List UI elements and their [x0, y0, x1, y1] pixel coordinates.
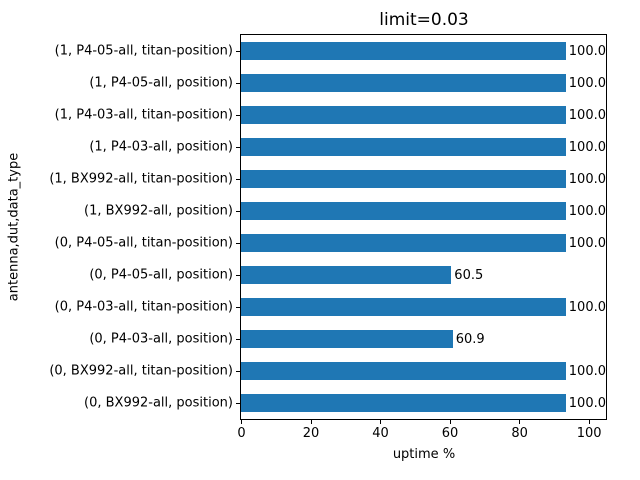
bar-row: 60.5	[241, 259, 606, 291]
bar	[241, 234, 566, 252]
y-tick-label: (1, P4-05-all, titan-position)	[54, 43, 233, 59]
y-tick-mark	[236, 403, 240, 404]
y-tick-mark	[236, 115, 240, 116]
y-tick-label: (0, P4-05-all, position)	[89, 267, 233, 283]
bar-row: 100.0	[241, 227, 606, 259]
y-tick-label: (0, BX992-all, position)	[84, 395, 233, 411]
bar	[241, 74, 566, 92]
y-tick-mark	[236, 147, 240, 148]
y-tick-mark	[236, 83, 240, 84]
x-tick-label: 80	[511, 426, 528, 441]
bar-row: 100.0	[241, 67, 606, 99]
x-tick-mark	[588, 420, 590, 424]
y-tick-label: (0, P4-03-all, position)	[89, 331, 233, 347]
y-tick-mark	[236, 243, 240, 244]
x-tick-label: 60	[441, 426, 459, 441]
bar	[241, 42, 566, 60]
bars-container: 100.0 100.0 100.0 100.0 100.0 100.0 100.0 60.5 1…	[241, 35, 606, 419]
bar-row: 100.0	[241, 291, 606, 323]
bar-row: 100.0	[241, 195, 606, 227]
x-tick-label: 20	[302, 426, 320, 441]
y-tick-mark	[236, 179, 240, 180]
bar	[241, 202, 566, 220]
bar	[241, 170, 566, 188]
y-axis-ticks: (1, P4-05-all, titan-position) (1, P4-05-…	[0, 35, 240, 419]
x-tick-mark	[449, 420, 451, 424]
bar	[241, 298, 566, 316]
bar-value-label: 100.0	[568, 363, 606, 379]
bar	[241, 362, 566, 380]
bar	[241, 266, 452, 284]
bar-value-label: 100.0	[568, 395, 606, 411]
bar-value-label: 60.5	[454, 267, 484, 283]
bar-row: 60.9	[241, 323, 606, 355]
x-axis-ticks: 0 20 40 60 80 100	[237, 420, 607, 460]
x-axis-label: uptime %	[392, 447, 456, 462]
y-tick-label: (1, P4-03-all, position)	[89, 139, 233, 155]
bar-row: 100.0	[241, 131, 606, 163]
bar-value-label: 60.9	[455, 331, 485, 347]
y-tick-mark	[236, 307, 240, 308]
bar-row: 100.0	[241, 355, 606, 387]
y-tick-mark	[236, 211, 240, 212]
bar-row: 100.0	[241, 99, 606, 131]
bar-value-label: 100.0	[568, 171, 606, 187]
x-tick-mark	[310, 420, 312, 424]
y-tick-mark	[236, 51, 240, 52]
bar	[241, 138, 566, 156]
bar	[241, 106, 566, 124]
y-tick-label: (0, P4-03-all, titan-position)	[54, 299, 233, 315]
bar-value-label: 100.0	[568, 107, 606, 123]
bar-row: 100.0	[241, 163, 606, 195]
y-tick-mark	[236, 275, 240, 276]
x-tick-mark	[380, 420, 382, 424]
x-tick-label: 0	[237, 426, 246, 441]
bar	[241, 330, 453, 348]
y-tick-label: (0, P4-05-all, titan-position)	[54, 235, 233, 251]
y-tick-label: (1, P4-03-all, titan-position)	[54, 107, 233, 123]
x-tick-label: 100	[576, 426, 602, 441]
y-tick-mark	[236, 371, 240, 372]
bar-value-label: 100.0	[568, 139, 606, 155]
y-tick-mark	[236, 339, 240, 340]
bar-row: 100.0	[241, 35, 606, 67]
y-tick-label: (1, P4-05-all, position)	[89, 75, 233, 91]
y-tick-label: (1, BX992-all, position)	[84, 203, 233, 219]
bar-value-label: 100.0	[568, 43, 606, 59]
chart-title: limit=0.03	[379, 10, 469, 30]
bar-value-label: 100.0	[568, 203, 606, 219]
y-tick-label: (0, BX992-all, titan-position)	[49, 363, 233, 379]
bar	[241, 394, 566, 412]
x-tick-mark	[241, 420, 242, 424]
y-tick-label: (1, BX992-all, titan-position)	[49, 171, 233, 187]
bar-value-label: 100.0	[568, 299, 606, 315]
bar-row: 100.0	[241, 387, 606, 419]
bar-value-label: 100.0	[568, 235, 606, 251]
bar-value-label: 100.0	[568, 75, 606, 91]
plot-area: 100.0 100.0 100.0 100.0 100.0 100.0 100.0 60.5 1…	[240, 34, 607, 420]
x-tick-label: 40	[372, 426, 389, 441]
x-tick-mark	[519, 420, 521, 424]
